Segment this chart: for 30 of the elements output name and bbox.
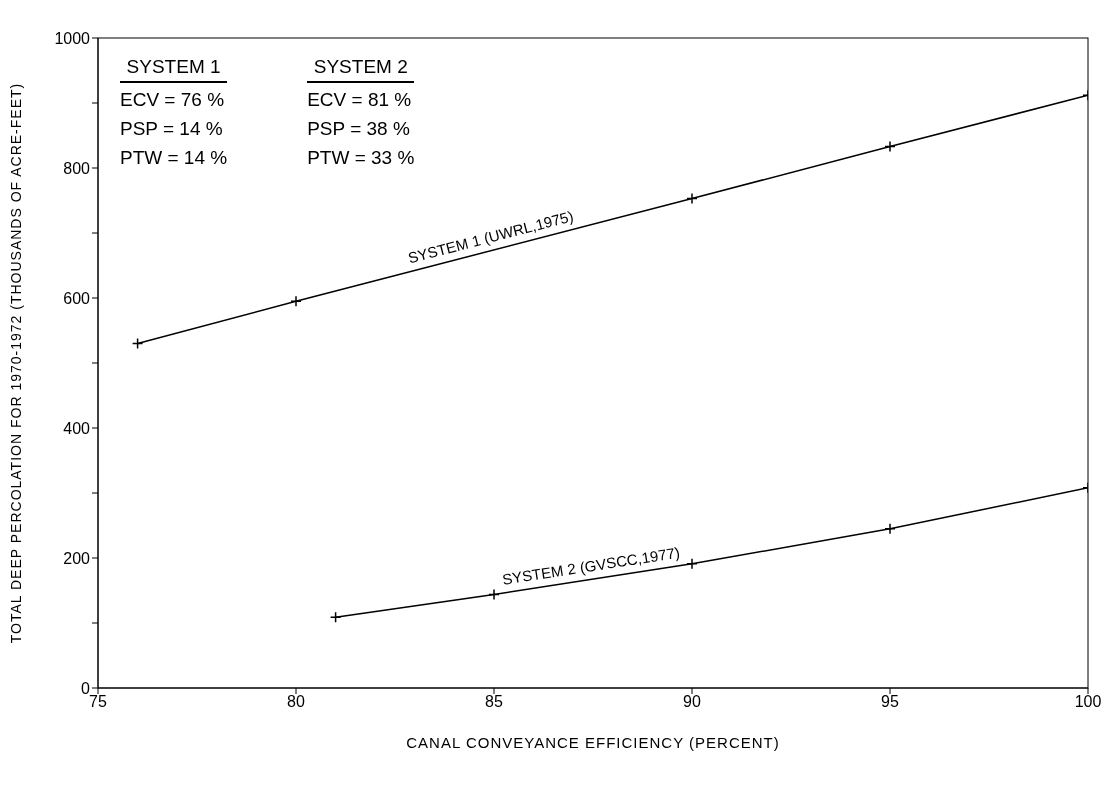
y-tick-label: 800	[63, 159, 91, 177]
y-tick-label: 400	[63, 419, 91, 437]
point	[488, 588, 500, 601]
y-tick-label: 1000	[54, 29, 91, 47]
annotation: PTW = 14 %	[120, 146, 228, 170]
x-tick-label: 100	[1074, 693, 1102, 711]
x-tick-label: 90	[683, 693, 701, 711]
point	[686, 192, 698, 205]
point	[290, 295, 302, 307]
annotation: PSP = 14 %	[120, 117, 224, 141]
y-tick-label: 200	[63, 549, 91, 567]
x-tick-label: 85	[485, 693, 503, 711]
annotation: SYSTEM 1	[120, 52, 228, 83]
point	[686, 558, 698, 570]
point	[131, 337, 144, 350]
y-tick-label: 600	[63, 289, 91, 307]
point	[884, 140, 896, 153]
x-tick-label: 75	[89, 693, 107, 711]
annotation: ECV = 81 %	[307, 88, 413, 112]
point	[329, 611, 342, 623]
x-tick-label: 95	[881, 693, 899, 711]
annotation: ECV = 76 %	[120, 88, 226, 112]
x-axis-title: CANAL CONVEYANCE EFFICIENCY (PERCENT)	[406, 734, 780, 751]
annotation: SYSTEM 2	[307, 52, 415, 83]
y-axis-title: TOTAL DEEP PERCOLATION FOR 1970-1972 (THOUSANDS OF ACRE-FEET)	[7, 82, 24, 644]
point	[884, 523, 896, 535]
y-tick-label: 0	[81, 679, 91, 697]
x-tick-label: 80	[287, 693, 305, 711]
annotation: PTW = 33 %	[307, 146, 415, 170]
annotation: PSP = 38 %	[307, 117, 411, 141]
